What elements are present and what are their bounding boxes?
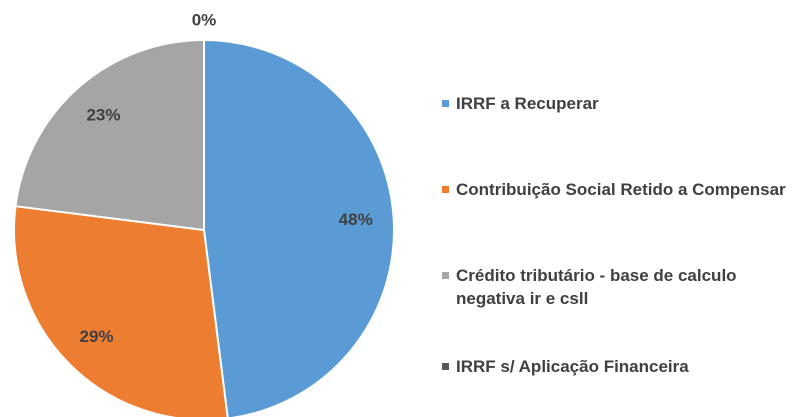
pie-slice (13, 205, 229, 417)
legend-swatch (442, 186, 449, 193)
pie-slice (14, 38, 205, 232)
data-label: 0% (192, 10, 217, 29)
legend-label: IRRF a Recuperar (456, 94, 599, 113)
legend-item: IRRF s/ Aplicação Financeira (440, 355, 786, 378)
legend-swatch (442, 272, 449, 279)
legend-label: Crédito tributário - base de calculo neg… (456, 266, 737, 308)
data-label: 48% (339, 210, 373, 229)
legend-label: IRRF s/ Aplicação Financeira (456, 357, 689, 376)
legend-item: Contribuição Social Retido a Compensar (440, 178, 786, 201)
data-label: 29% (80, 327, 114, 346)
legend-item: IRRF a Recuperar (440, 92, 786, 115)
data-label: 23% (86, 105, 120, 124)
legend-swatch (442, 363, 449, 370)
legend-label: Contribuição Social Retido a Compensar (456, 180, 786, 199)
legend-item: Crédito tributário - base de calculo neg… (440, 264, 786, 310)
legend-swatch (442, 100, 449, 107)
pie-slice (203, 38, 396, 417)
